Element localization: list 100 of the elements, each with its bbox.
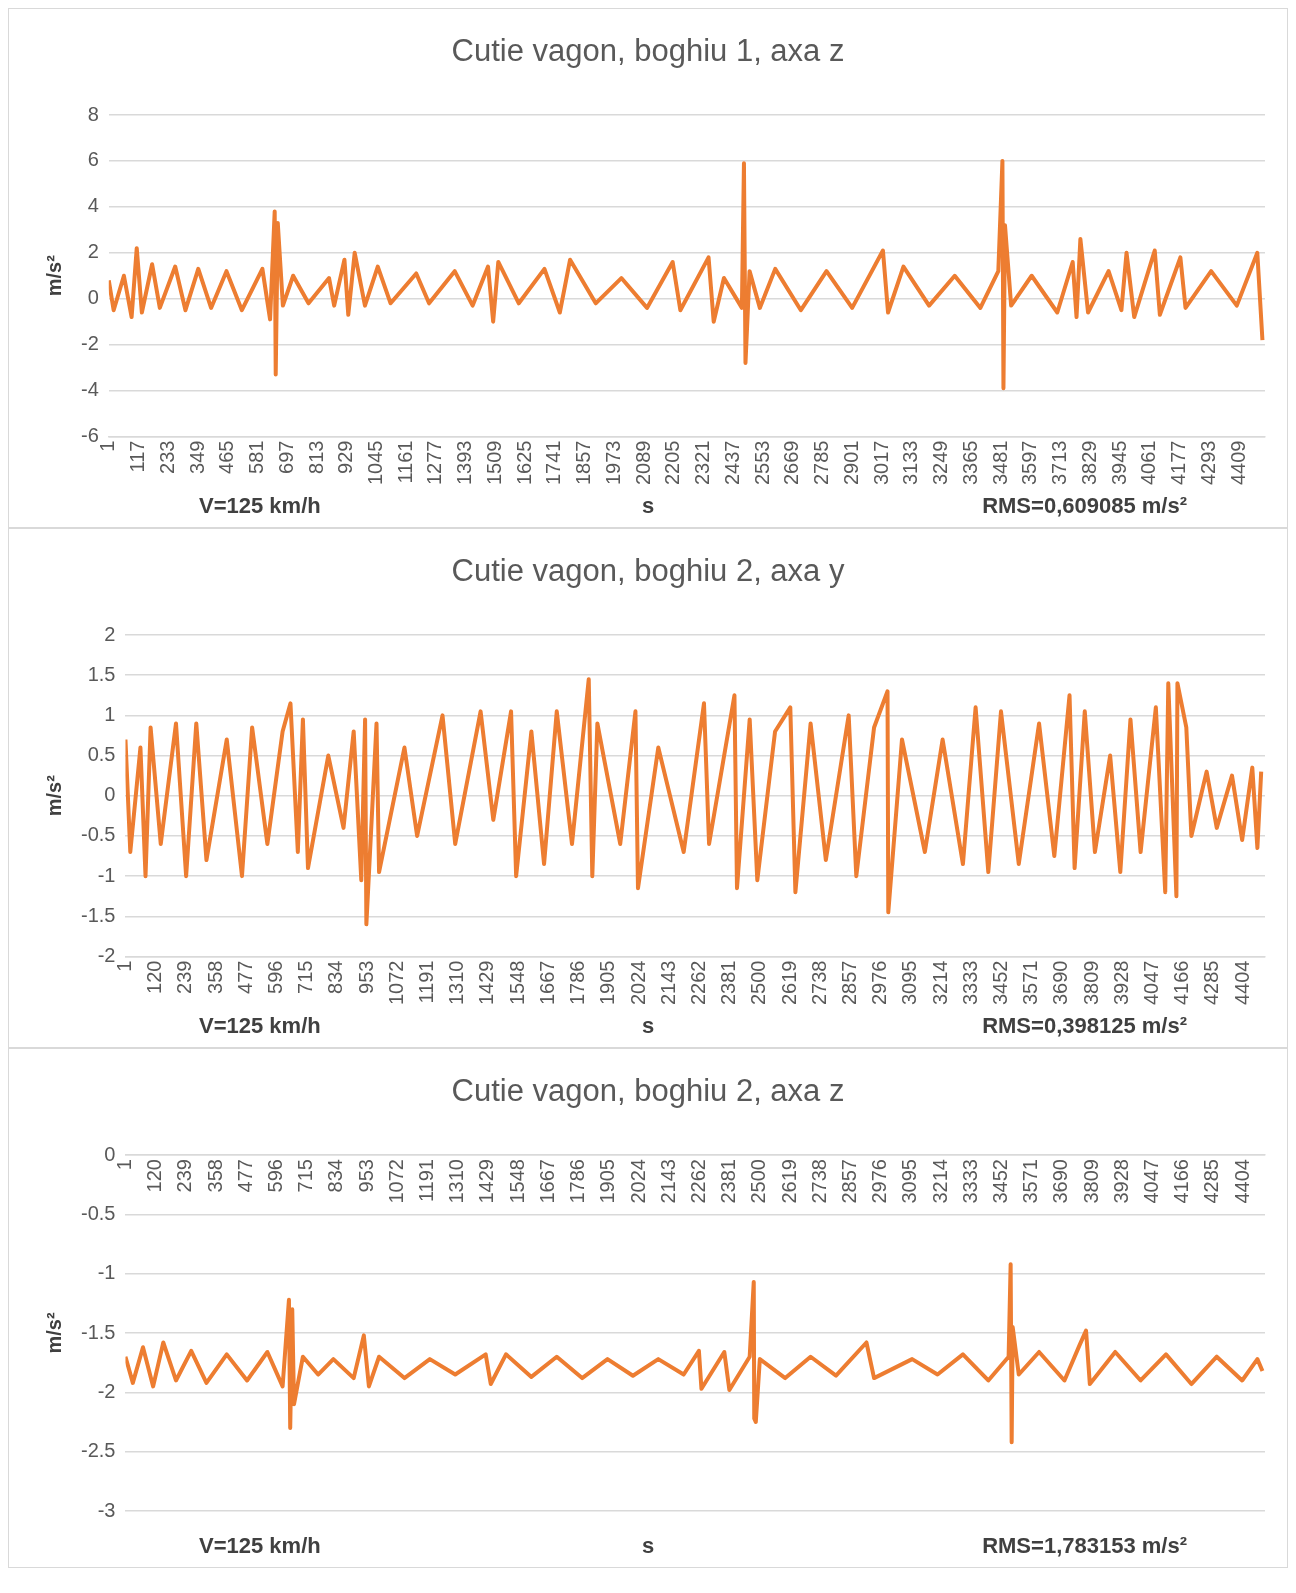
y-tick-label: -2 bbox=[97, 944, 116, 967]
x-tick-label: 4047 bbox=[1140, 960, 1163, 1006]
x-tick-label: 2669 bbox=[780, 440, 803, 486]
x-tick-label: 4061 bbox=[1137, 440, 1160, 486]
x-tick-label: 4404 bbox=[1230, 1159, 1253, 1204]
text: V=125 km/h bbox=[199, 493, 321, 519]
x-tick-label: 3571 bbox=[1019, 1159, 1042, 1204]
y-tick-label: 6 bbox=[87, 148, 99, 171]
x-tick-label: 715 bbox=[294, 960, 317, 994]
y-tick-label: -2 bbox=[80, 332, 99, 355]
text: RMS=1,783153 m/s² bbox=[982, 1533, 1187, 1559]
x-tick-label: 1277 bbox=[423, 440, 446, 486]
x-tick-label: 3597 bbox=[1018, 440, 1041, 486]
x-tick-label: 1786 bbox=[566, 1159, 589, 1204]
y-tick-label: -2 bbox=[97, 1379, 116, 1402]
x-tick-label: 2500 bbox=[747, 960, 770, 1006]
x-tick-label: 1548 bbox=[505, 960, 528, 1006]
x-tick-label: 1310 bbox=[445, 960, 468, 1006]
x-tick-label: 3829 bbox=[1077, 440, 1100, 486]
x-tick-label: 1667 bbox=[535, 1159, 558, 1204]
x-tick-label: 2381 bbox=[717, 960, 740, 1006]
y-tick-label: -1 bbox=[97, 1261, 116, 1284]
x-tick-label: 3452 bbox=[989, 960, 1012, 1006]
x-tick-label: 1072 bbox=[384, 1159, 407, 1204]
x-axis-title: s bbox=[641, 1013, 655, 1038]
y-tick-label: 1 bbox=[104, 702, 116, 725]
x-tick-label: 477 bbox=[233, 1159, 256, 1193]
y-tick-label: -1 bbox=[97, 863, 116, 886]
chart-title: Cutie vagon, boghiu 2, axa z bbox=[450, 1072, 846, 1110]
x-tick-label: 1161 bbox=[393, 440, 416, 484]
x-tick-label: 2976 bbox=[868, 960, 891, 1006]
text: RMS=0,398125 m/s² bbox=[982, 1013, 1187, 1039]
chart-title: Cutie vagon, boghiu 2, axa y bbox=[450, 552, 846, 590]
x-tick-label: 2321 bbox=[691, 440, 714, 486]
x-tick-label: 465 bbox=[215, 440, 238, 474]
x-tick-label: 120 bbox=[143, 1159, 166, 1193]
y-axis-title: m/s² bbox=[42, 254, 65, 297]
x-tick-label: 2089 bbox=[631, 440, 654, 486]
y-tick-label: 0 bbox=[104, 783, 116, 806]
y-tick-label: -3 bbox=[97, 1498, 116, 1521]
x-tick-label: 2738 bbox=[807, 960, 830, 1006]
y-axis-title: m/s² bbox=[42, 1312, 65, 1354]
x-tick-label: 4404 bbox=[1230, 960, 1253, 1006]
x-tick-label: 3249 bbox=[929, 440, 952, 486]
x-tick-label: 1072 bbox=[384, 960, 407, 1006]
x-tick-label: 4177 bbox=[1167, 440, 1190, 486]
x-tick-label: 2262 bbox=[686, 1159, 709, 1204]
x-tick-label: 4409 bbox=[1226, 440, 1249, 486]
x-tick-label: 2901 bbox=[839, 440, 862, 486]
y-tick-label: 2 bbox=[87, 240, 99, 263]
x-tick-label: 813 bbox=[304, 440, 327, 474]
x-tick-label: 3809 bbox=[1079, 1159, 1102, 1204]
x-tick-label: 953 bbox=[354, 1159, 377, 1193]
x-tick-label: 2143 bbox=[656, 1159, 679, 1204]
x-tick-label: 581 bbox=[245, 440, 268, 474]
x-tick-label: 715 bbox=[294, 1159, 317, 1193]
x-tick-label: 4293 bbox=[1196, 440, 1219, 486]
x-tick-label: 2205 bbox=[661, 440, 684, 486]
x-tick-label: 3571 bbox=[1019, 960, 1042, 1006]
x-tick-label: 2024 bbox=[626, 1159, 649, 1204]
x-tick-label: 1667 bbox=[535, 960, 558, 1006]
x-tick-label: 120 bbox=[143, 960, 166, 994]
x-tick-label: 596 bbox=[264, 960, 287, 994]
x-tick-label: 1548 bbox=[505, 1159, 528, 1204]
x-tick-label: 2024 bbox=[626, 960, 649, 1006]
y-tick-label: -1.5 bbox=[80, 903, 116, 926]
y-tick-label: -0.5 bbox=[80, 1201, 116, 1224]
x-tick-label: 1973 bbox=[601, 440, 624, 486]
x-tick-label: 3928 bbox=[1109, 1159, 1132, 1204]
x-tick-label: 3365 bbox=[958, 440, 981, 486]
x-tick-label: 834 bbox=[324, 960, 347, 994]
x-tick-label: 3095 bbox=[898, 960, 921, 1006]
x-axis-title: s bbox=[641, 493, 655, 518]
x-tick-label: 2553 bbox=[750, 440, 773, 486]
x-tick-label: 596 bbox=[264, 1159, 287, 1193]
x-tick-label: 3214 bbox=[928, 1159, 951, 1204]
x-tick-label: 3333 bbox=[958, 1159, 981, 1204]
x-tick-label: 477 bbox=[233, 960, 256, 994]
x-tick-label: 4047 bbox=[1140, 1159, 1163, 1204]
x-axis-title: s bbox=[641, 1533, 655, 1558]
x-tick-label: 1741 bbox=[542, 440, 565, 486]
x-tick-label: 1625 bbox=[512, 440, 535, 486]
x-tick-label: 3095 bbox=[898, 1159, 921, 1204]
y-tick-label: 1.5 bbox=[87, 662, 116, 685]
y-tick-label: 4 bbox=[87, 194, 99, 217]
x-tick-label: 1045 bbox=[364, 440, 387, 486]
x-tick-label: 1786 bbox=[566, 960, 589, 1006]
x-tick-label: 929 bbox=[334, 440, 357, 474]
x-tick-label: 1429 bbox=[475, 1159, 498, 1204]
x-tick-label: 3928 bbox=[1109, 960, 1132, 1006]
text: V=125 km/h bbox=[199, 1533, 321, 1559]
x-tick-label: 3214 bbox=[928, 960, 951, 1006]
y-tick-label: -1.5 bbox=[80, 1320, 116, 1343]
y-tick-label: -2.5 bbox=[80, 1439, 116, 1462]
x-tick-label: 2619 bbox=[777, 1159, 800, 1204]
x-tick-label: 1191 bbox=[415, 960, 438, 1004]
x-tick-label: 239 bbox=[173, 960, 196, 994]
y-axis-title: m/s² bbox=[42, 774, 65, 817]
x-tick-label: 1905 bbox=[596, 960, 619, 1006]
x-tick-label: 2143 bbox=[656, 960, 679, 1006]
